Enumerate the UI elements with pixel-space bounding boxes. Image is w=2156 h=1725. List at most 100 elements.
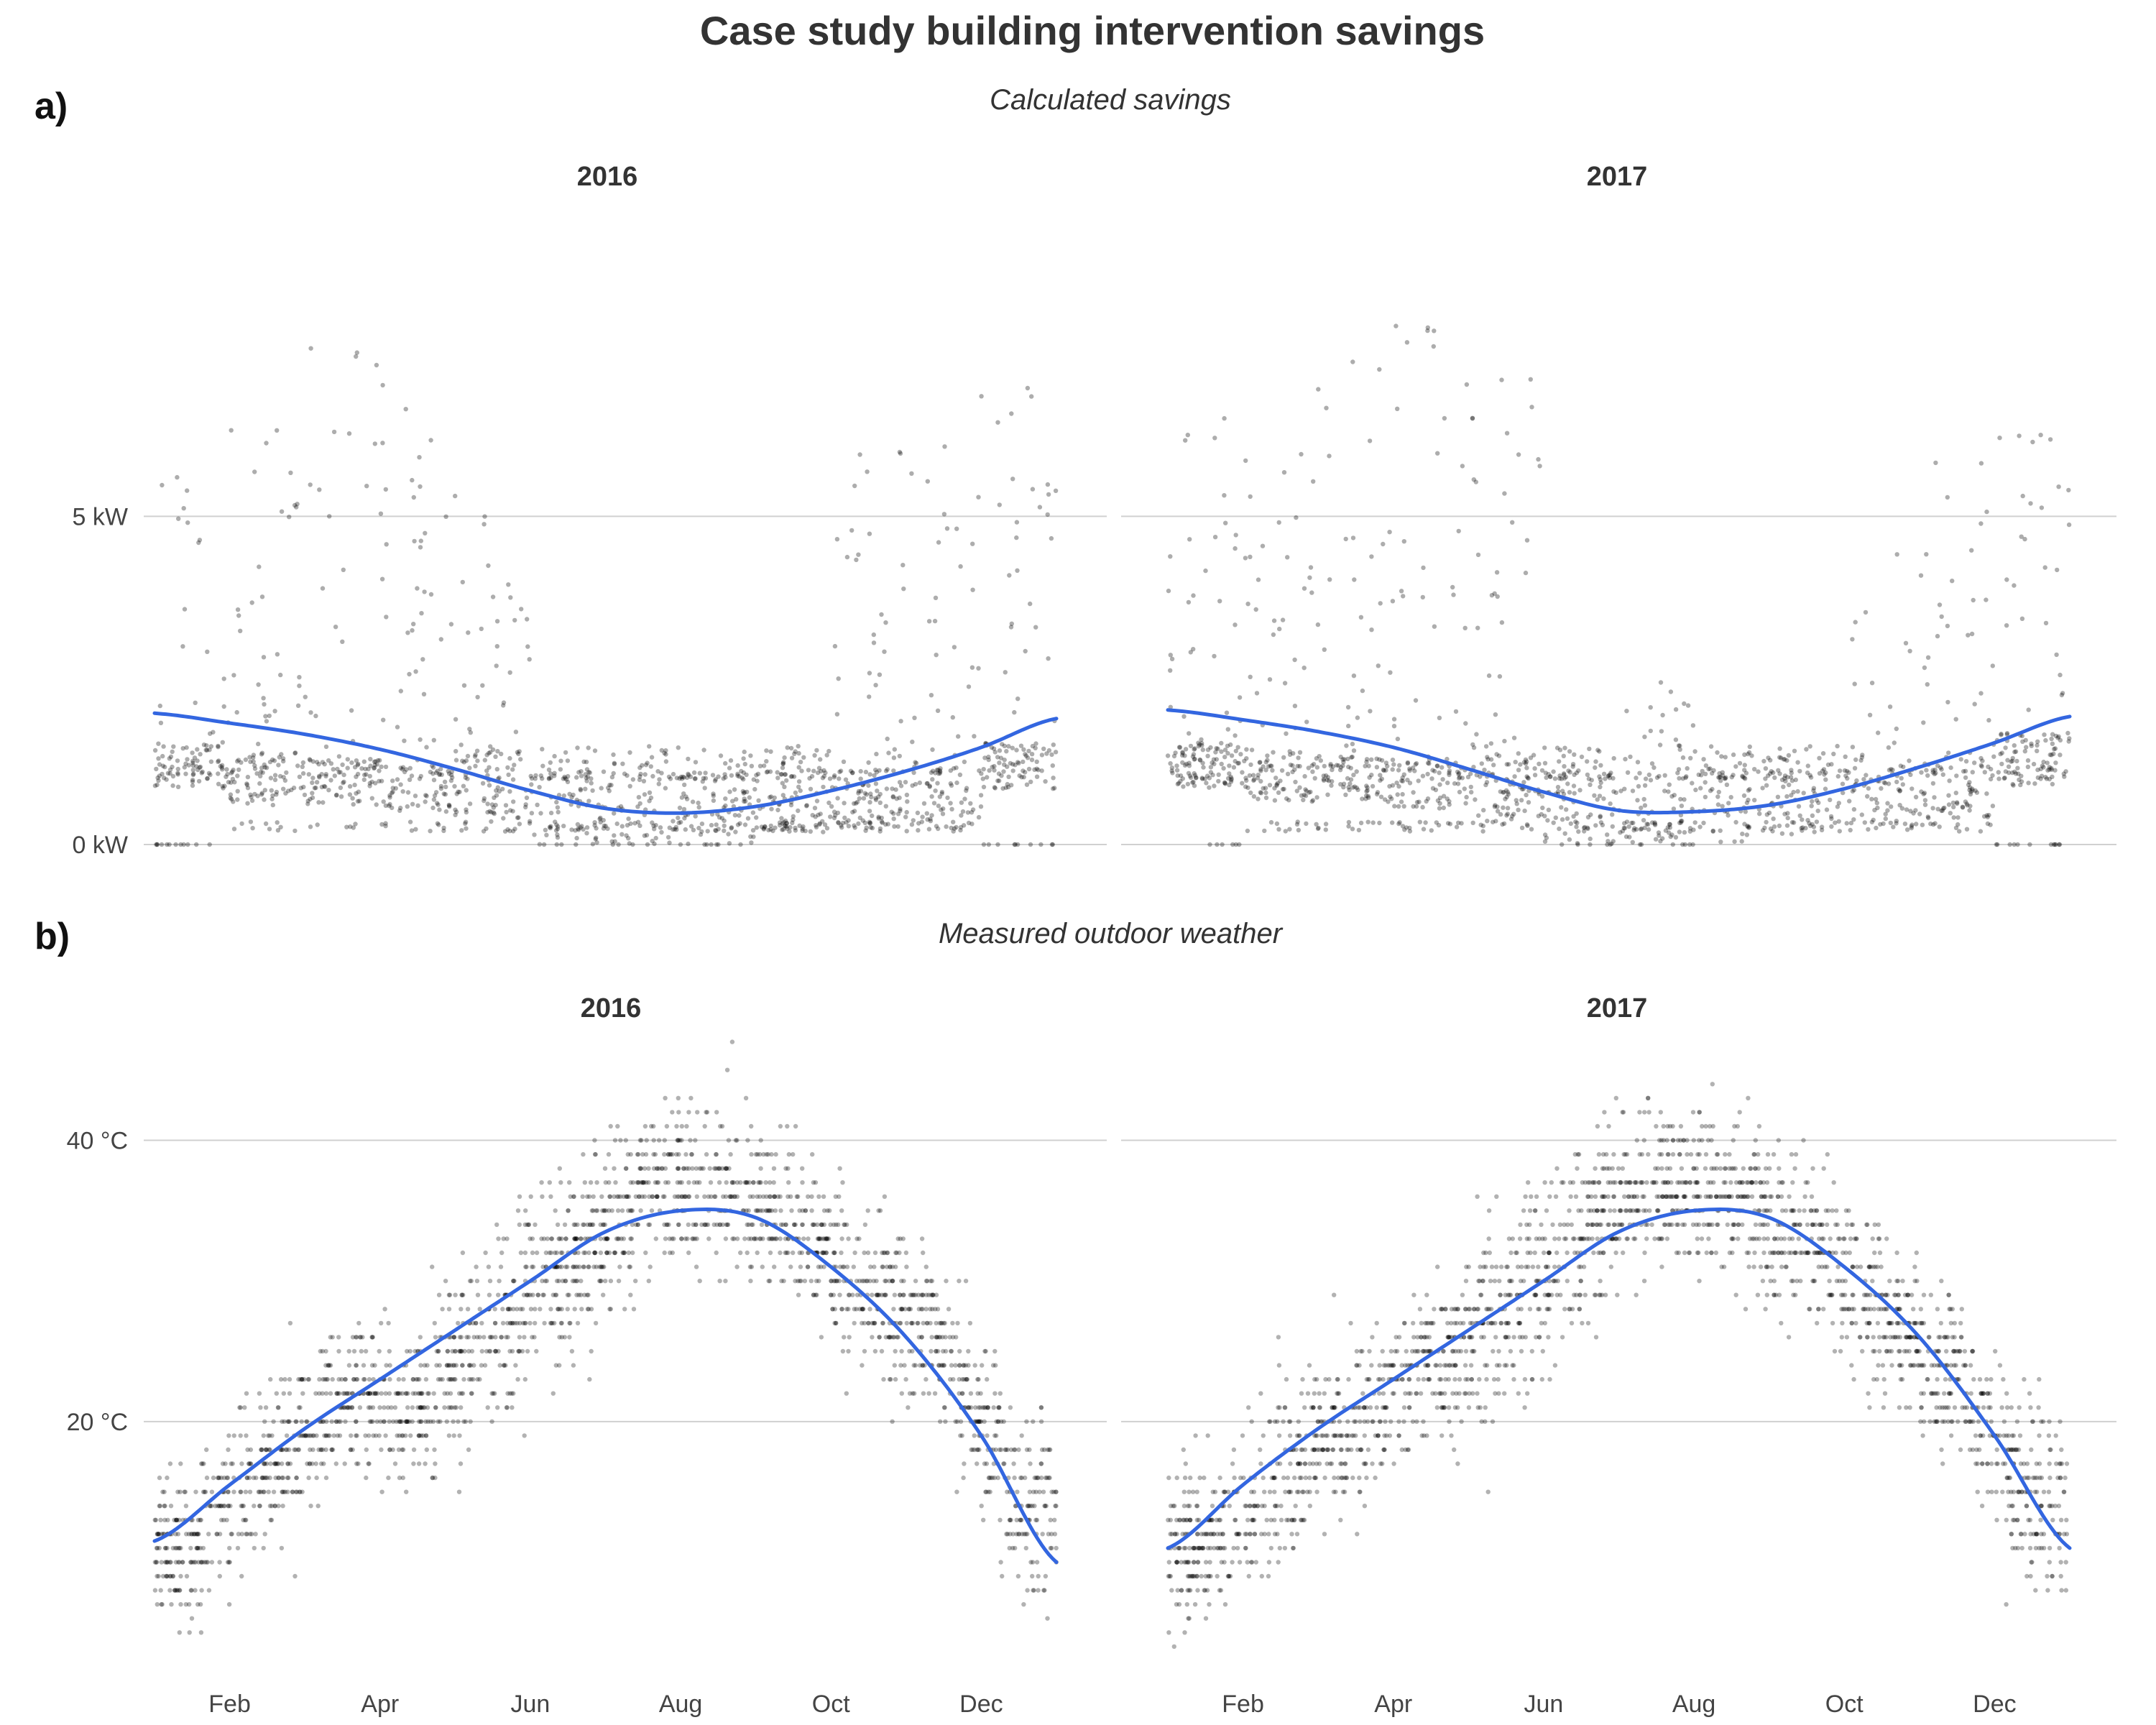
data-point [1192,756,1197,762]
data-point [404,1391,409,1396]
data-point [664,1123,670,1129]
data-point [1002,743,1008,749]
data-point [1437,782,1442,787]
data-point [1846,770,1851,776]
data-point [1302,792,1307,798]
data-point [722,818,727,824]
data-point [981,784,987,790]
data-point [930,747,935,753]
data-point [1323,773,1329,778]
data-point [390,786,395,791]
data-point [929,770,934,776]
data-point [1585,759,1590,764]
data-point [259,1447,264,1453]
data-point [362,773,367,778]
data-point [670,1110,675,1115]
data-point [218,1504,224,1509]
data-point [284,1433,290,1438]
data-point [538,811,543,816]
data-point [190,760,195,765]
data-point [361,1376,367,1382]
data-point [1937,602,1943,607]
data-point [622,771,627,776]
data-point [619,832,625,837]
data-point [1646,827,1651,832]
data-point [436,1348,441,1354]
data-point [367,773,372,779]
data-point [1386,799,1391,804]
data-point [1175,781,1181,787]
data-point [969,665,975,670]
data-point [1931,822,1936,827]
data-point [2028,501,2033,506]
data-point [686,1180,691,1185]
data-point [726,832,731,837]
data-point [1874,825,1879,831]
data-point [1718,778,1723,783]
data-point [494,663,499,668]
data-point [1791,789,1796,795]
data-point [1021,768,1026,773]
data-point [1213,750,1218,755]
data-point [702,1194,707,1200]
data-point [573,828,578,833]
data-point [1283,829,1289,834]
data-point [188,1545,193,1551]
data-point [550,1391,556,1396]
data-point [490,747,496,753]
data-point [1562,745,1567,750]
data-point [822,822,828,827]
data-point [580,1194,585,1200]
data-point [487,1292,492,1297]
data-point [828,814,833,819]
data-point [1652,822,1658,827]
data-point [791,814,796,819]
data-point [719,816,724,821]
data-point [789,755,795,760]
data-point [413,794,418,799]
data-point [410,477,415,483]
data-point [935,708,941,713]
data-point [256,682,261,687]
data-point [226,1602,232,1607]
data-point [904,1264,909,1269]
data-point [197,538,203,543]
data-point [319,784,325,790]
data-point [1323,822,1329,827]
data-point [1779,777,1785,783]
data-point [832,773,837,778]
data-point [1267,783,1273,788]
data-point [603,824,608,829]
data-point [558,1250,563,1256]
data-point [1970,770,1975,775]
data-point [1277,626,1282,632]
data-point [1294,822,1300,827]
data-point [1447,768,1452,773]
data-point [936,768,941,773]
data-point [261,1433,266,1438]
data-point [1033,625,1038,630]
data-point [1390,767,1395,772]
data-point [1963,768,1968,774]
data-point [717,1279,722,1284]
data-point [467,801,473,806]
data-point [662,1250,667,1256]
data-point [1177,745,1183,750]
data-point [1948,765,1953,770]
data-point [2053,733,2058,739]
data-point [1999,731,2004,737]
data-point [459,828,464,833]
data-point [592,1138,597,1143]
data-point [966,1348,971,1354]
data-point [1523,761,1529,766]
data-point [440,1307,445,1312]
data-point [726,1138,732,1143]
data-point [992,768,997,773]
data-point [1447,770,1452,776]
data-point [1187,537,1192,542]
data-point [1789,770,1794,776]
data-point [535,1292,540,1297]
data-point [713,777,718,782]
data-point [1932,821,1938,826]
data-point [2047,752,2053,758]
